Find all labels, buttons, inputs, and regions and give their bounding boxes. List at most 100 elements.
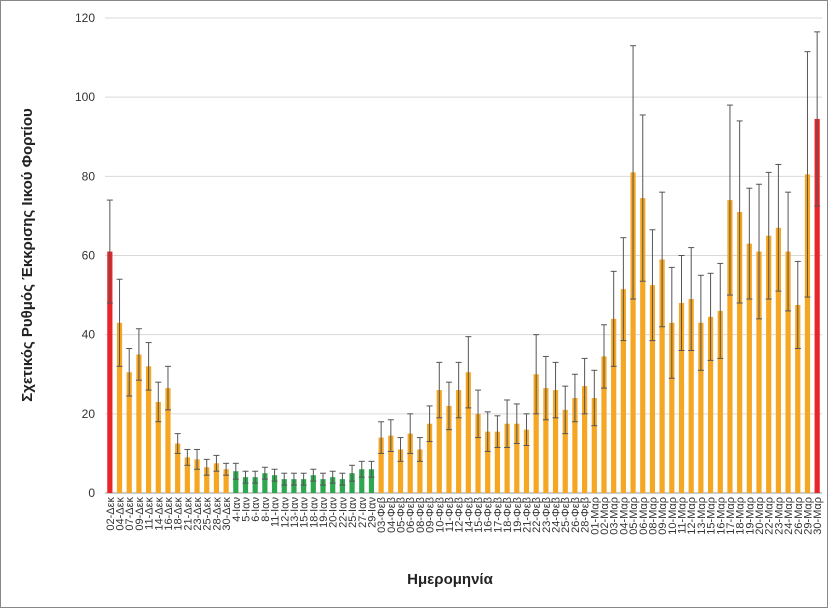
bar [116, 322, 123, 493]
y-tick-label: 60 [82, 249, 96, 263]
x-tick-label: 18-Ιαν [308, 497, 320, 528]
x-tick-label: 03-Φεβ [376, 497, 388, 533]
bar [562, 409, 568, 493]
bar [814, 118, 820, 493]
bar [659, 259, 665, 493]
bar [688, 299, 694, 493]
x-axis-title: Ημερομηνία [407, 571, 493, 588]
x-tick-label: 16-Δεκ [163, 497, 175, 531]
bar [475, 413, 481, 493]
x-tick-label: 12-Φεβ [454, 497, 466, 533]
x-tick-label: 23-Φεβ [541, 497, 553, 533]
x-tick-label: 5-Ιαν [240, 497, 252, 522]
x-tick-label: 6-Ιαν [250, 497, 262, 522]
x-tick-label: 26-Φεβ [570, 497, 582, 533]
x-tick-label: 28-Φεβ [580, 497, 592, 533]
bar [766, 235, 772, 494]
bar [756, 251, 762, 493]
x-tick-label: 21-Δεκ [182, 497, 194, 531]
x-tick-label: 25-Δεκ [202, 497, 214, 531]
x-tick-label: 03-Μαρ [609, 497, 621, 535]
bar [640, 198, 646, 493]
x-tick-label: 06-Φεβ [405, 497, 417, 533]
bar [620, 289, 626, 493]
bar [426, 423, 433, 493]
bar [155, 401, 161, 493]
x-tick-label: 29-Ιαν [366, 497, 378, 528]
bar [223, 469, 229, 493]
x-tick-label: 02-Μαρ [599, 497, 611, 535]
x-tick-label: 05-Μαρ [628, 497, 640, 535]
x-tick-label: 05-Φεβ [396, 497, 408, 533]
bar [678, 303, 685, 493]
x-tick-label: 11-Φεβ [444, 497, 456, 532]
bar [310, 475, 316, 493]
x-tick-label: 16-Μαρ [715, 497, 727, 535]
x-tick-label: 13-Μαρ [696, 497, 708, 535]
x-tick-label: 11-Δεκ [144, 497, 156, 530]
bar [543, 388, 549, 493]
x-tick-label: 18-Δεκ [173, 497, 185, 531]
bar [368, 469, 375, 493]
x-tick-label: 15-Φεβ [473, 497, 485, 533]
y-tick-label: 0 [88, 486, 95, 500]
x-tick-label: 08-Φεβ [415, 497, 427, 533]
bar [804, 174, 811, 493]
x-tick-label: 17-Φεβ [492, 497, 504, 533]
x-tick-label: 23-Δεκ [192, 497, 204, 531]
bar [204, 467, 210, 493]
bar [397, 449, 404, 493]
bar [262, 473, 268, 493]
y-axis-title: Σχετικός Ρυθμός Έκκρισης Ιικού Φορτίου [19, 108, 36, 402]
x-tick-label: 30-Δεκ [221, 497, 233, 531]
bar [533, 374, 539, 493]
x-tick-label: 09-Μαρ [657, 497, 669, 535]
bar [184, 457, 190, 493]
x-tick-label: 23-Μαρ [773, 497, 785, 535]
x-tick-label: 16-Φεβ [483, 497, 495, 533]
bar [252, 477, 258, 493]
x-tick-label: 02-Δεκ [105, 497, 117, 531]
x-tick-label: 26-Μαρ [793, 497, 805, 535]
x-tick-label: 13-Ιαν [289, 497, 301, 528]
x-tick-label: 15-Ιαν [299, 497, 311, 528]
x-tick-label: 04-Φεβ [386, 497, 398, 533]
bar [698, 322, 704, 493]
bar [717, 310, 723, 493]
bar [591, 398, 597, 493]
bar [213, 463, 220, 493]
x-tick-label: 17-Μαρ [725, 497, 737, 535]
bar [407, 433, 413, 493]
x-tick-label: 8-Ιαν [260, 497, 272, 522]
x-tick-label: 11-Ιαν [270, 497, 282, 527]
bar [552, 390, 559, 493]
bar [388, 435, 394, 493]
x-tick-label: 01-Μαρ [589, 497, 601, 535]
bar [233, 471, 239, 493]
x-tick-label: 04-Δεκ [115, 497, 127, 531]
x-tick-label: 25-Φεβ [560, 497, 572, 533]
x-tick-label: 28-Δεκ [211, 497, 223, 531]
bar [514, 423, 520, 493]
x-tick-label: 21-Φεβ [521, 497, 533, 533]
bar [320, 479, 326, 493]
x-tick-label: 4-Ιαν [231, 497, 243, 522]
bar [727, 200, 733, 494]
y-tick-label: 40 [82, 328, 96, 342]
x-tick-label: 20-Μαρ [754, 497, 766, 535]
x-tick-label: 24-Φεβ [551, 497, 563, 533]
bar [126, 372, 132, 493]
bar [795, 304, 801, 493]
x-tick-label: 12-Ιαν [279, 497, 291, 528]
bar [669, 322, 675, 493]
bar [339, 479, 345, 493]
x-tick-label: 07-Δεκ [124, 497, 136, 531]
x-tick-label: 20-Ιαν [328, 497, 340, 528]
bar [107, 251, 113, 493]
x-tick-label: 08-Μαρ [647, 497, 659, 535]
x-tick-label: 10-Μαρ [667, 497, 679, 535]
bar [523, 429, 530, 493]
x-tick-label: 06-Μαρ [638, 497, 650, 535]
bar [378, 437, 384, 493]
